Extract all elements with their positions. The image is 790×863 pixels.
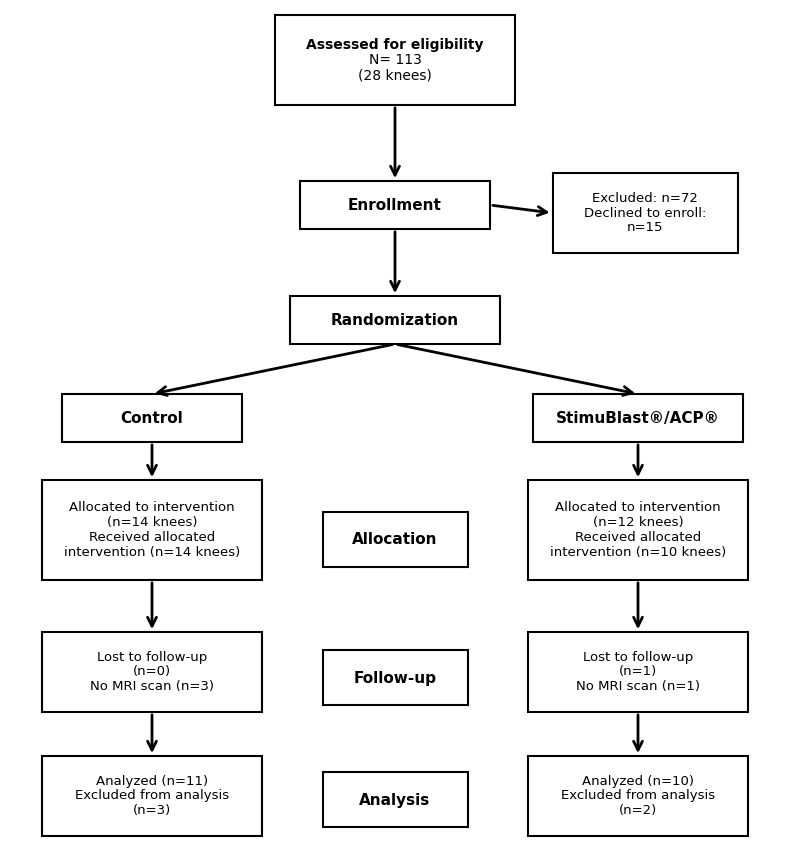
Text: Follow-up: Follow-up: [353, 671, 437, 685]
Bar: [322, 651, 468, 705]
Text: Received allocated: Received allocated: [575, 531, 702, 544]
Text: intervention (n=10 knees): intervention (n=10 knees): [550, 545, 726, 558]
Bar: [275, 15, 515, 105]
Text: No MRI scan (n=1): No MRI scan (n=1): [576, 680, 700, 693]
Text: Lost to follow-up: Lost to follow-up: [583, 651, 693, 664]
Text: (28 knees): (28 knees): [358, 68, 432, 83]
Text: Assessed for eligibility: Assessed for eligibility: [307, 37, 483, 52]
Text: Analysis: Analysis: [359, 792, 431, 808]
Bar: [528, 632, 748, 712]
Text: Excluded: n=72: Excluded: n=72: [592, 192, 698, 205]
Bar: [322, 772, 468, 828]
Text: (n=14 knees): (n=14 knees): [107, 516, 198, 529]
Bar: [533, 394, 743, 442]
Bar: [552, 173, 738, 253]
Text: Excluded from analysis: Excluded from analysis: [75, 790, 229, 803]
Bar: [528, 756, 748, 836]
Text: StimuBlast®/ACP®: StimuBlast®/ACP®: [556, 411, 720, 425]
Text: Lost to follow-up: Lost to follow-up: [97, 651, 207, 664]
Bar: [42, 756, 262, 836]
Text: Allocated to intervention: Allocated to intervention: [70, 501, 235, 514]
Text: N= 113: N= 113: [369, 53, 421, 67]
Text: (n=2): (n=2): [619, 804, 657, 817]
Bar: [528, 480, 748, 580]
Text: n=15: n=15: [626, 221, 664, 234]
Bar: [322, 513, 468, 568]
Bar: [62, 394, 242, 442]
Text: Randomization: Randomization: [331, 312, 459, 327]
Bar: [42, 632, 262, 712]
Text: Control: Control: [121, 411, 183, 425]
Bar: [42, 480, 262, 580]
Text: (n=0): (n=0): [133, 665, 171, 678]
Text: Declined to enroll:: Declined to enroll:: [584, 206, 706, 219]
Text: Excluded from analysis: Excluded from analysis: [561, 790, 715, 803]
Text: (n=1): (n=1): [619, 665, 657, 678]
Bar: [300, 181, 490, 229]
Text: Allocation: Allocation: [352, 532, 438, 547]
Text: (n=3): (n=3): [133, 804, 171, 817]
Text: intervention (n=14 knees): intervention (n=14 knees): [64, 545, 240, 558]
Text: Analyzed (n=10): Analyzed (n=10): [582, 775, 694, 788]
Text: No MRI scan (n=3): No MRI scan (n=3): [90, 680, 214, 693]
Text: Allocated to intervention: Allocated to intervention: [555, 501, 720, 514]
Text: (n=12 knees): (n=12 knees): [592, 516, 683, 529]
Bar: [290, 296, 500, 344]
Text: Analyzed (n=11): Analyzed (n=11): [96, 775, 208, 788]
Text: Received allocated: Received allocated: [88, 531, 215, 544]
Text: Enrollment: Enrollment: [348, 198, 442, 212]
